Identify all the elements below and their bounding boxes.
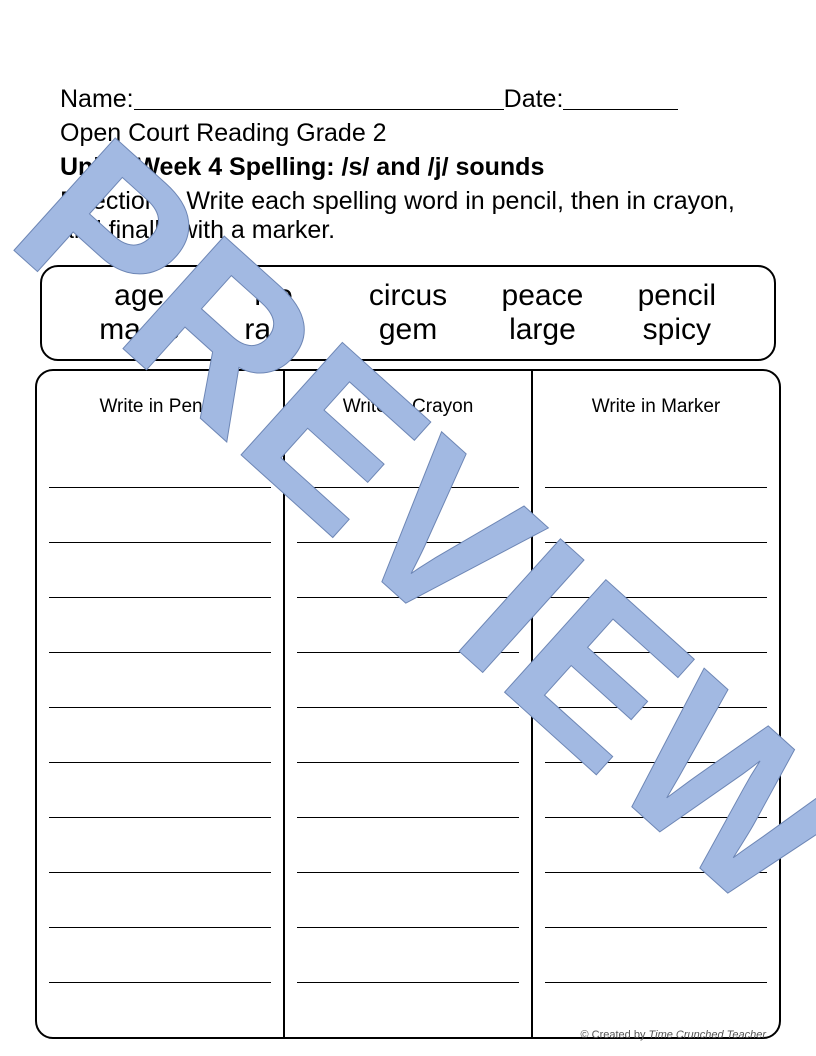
column-header: Write in Crayon: [295, 371, 521, 433]
word: age: [72, 279, 206, 313]
unit-line: Unit 3 Week 4 Spelling: /s/ and /j/ soun…: [60, 153, 756, 182]
word: large: [475, 313, 609, 347]
date-blank[interactable]: [563, 109, 678, 110]
writing-lines[interactable]: [543, 433, 769, 983]
footer-credit: © Created by Time Crunched Teacher: [580, 1029, 766, 1041]
word: magic: [72, 313, 206, 347]
header-name-date: Name: Date:: [60, 85, 756, 114]
word: pencil: [610, 279, 744, 313]
subtitle: Open Court Reading Grade 2: [60, 119, 756, 148]
column-header: Write in Marker: [543, 371, 769, 433]
word: spicy: [610, 313, 744, 347]
footer-author: Time Crunched Teacher: [649, 1029, 767, 1041]
worksheet-page: Name: Date: Open Court Reading Grade 2 Un…: [0, 0, 816, 1056]
column-marker: Write in Marker: [533, 371, 779, 1037]
name-blank[interactable]: [134, 109, 504, 110]
word: peace: [475, 279, 609, 313]
column-header: Write in Pencil: [47, 371, 273, 433]
writing-lines[interactable]: [295, 433, 521, 983]
word: circus: [341, 279, 475, 313]
word-row-2: magic race gem large spicy: [72, 313, 744, 347]
column-crayon: Write in Crayon: [285, 371, 533, 1037]
directions: Directions- Write each spelling word in …: [60, 187, 756, 245]
column-pencil: Write in Pencil: [37, 371, 285, 1037]
date-label: Date:: [504, 85, 564, 113]
word: gem: [341, 313, 475, 347]
footer-prefix: © Created by: [580, 1029, 648, 1041]
word-row-1: age ice circus peace pencil: [72, 279, 744, 313]
writing-table: Write in Pencil Write in Crayon Write in…: [35, 369, 781, 1039]
name-label: Name:: [60, 85, 134, 113]
word-bank: age ice circus peace pencil magic race g…: [40, 265, 776, 361]
unit-bold: Unit 3 Week 4 Spelling: /s/ and /j/ soun…: [60, 153, 544, 181]
word: race: [206, 313, 340, 347]
writing-lines[interactable]: [47, 433, 273, 983]
word: ice: [206, 279, 340, 313]
